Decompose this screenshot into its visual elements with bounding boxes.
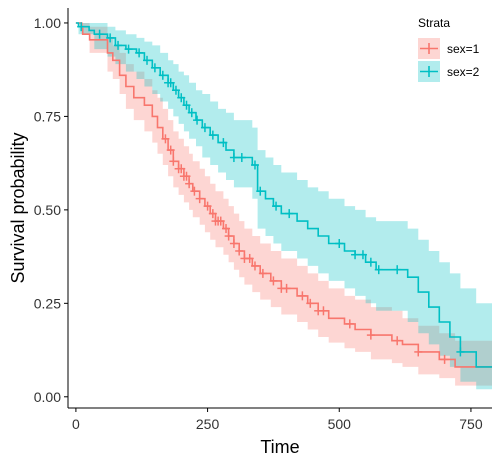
x-tick-label: 0 <box>72 416 80 432</box>
censor-mark-sex-2 <box>114 40 123 50</box>
censor-mark-sex-2 <box>366 257 375 267</box>
censor-mark-sex-2 <box>237 153 246 163</box>
legend-label-sex-1: sex=1 <box>447 42 480 56</box>
censor-mark-sex-1 <box>258 268 267 278</box>
censor-mark-sex-2 <box>219 138 228 148</box>
legend: Strata sex=1 sex=2 <box>418 16 480 82</box>
y-tick-label: 0.50 <box>34 202 61 218</box>
censor-mark-sex-1 <box>245 253 254 263</box>
censor-mark-sex-1 <box>224 231 233 241</box>
censor-mark-sex-2 <box>182 100 191 110</box>
censor-mark-sex-2 <box>187 108 196 118</box>
censor-mark-sex-1 <box>345 319 354 329</box>
censor-mark-sex-1 <box>306 298 315 308</box>
censor-mark-sex-2 <box>335 239 344 249</box>
censor-mark-sex-1 <box>319 306 328 316</box>
censor-mark-sex-2 <box>250 160 259 170</box>
censor-mark-sex-2 <box>193 115 202 125</box>
censor-mark-sex-1 <box>250 261 259 271</box>
censor-mark-sex-1 <box>166 145 175 155</box>
censor-mark-sex-2 <box>124 44 133 54</box>
censor-mark-sex-1 <box>235 246 244 256</box>
censor-mark-sex-2 <box>166 78 175 88</box>
x-ticks: 0 250 500 750 <box>72 408 483 432</box>
censor-mark-sex-1 <box>229 239 238 249</box>
censor-mark-sex-1 <box>440 354 449 364</box>
censor-mark-sex-2 <box>135 48 144 58</box>
censor-mark-sex-1 <box>282 283 291 293</box>
ribbon-sex-2 <box>75 23 493 390</box>
censor-mark-sex-1 <box>393 336 402 346</box>
censor-mark-sex-1 <box>208 209 217 219</box>
x-tick-label: 750 <box>459 416 483 432</box>
censor-mark-sex-2 <box>358 250 367 260</box>
censor-mark-sex-1 <box>203 201 212 211</box>
y-ticks: 0.00 0.25 0.50 0.75 1.00 <box>34 15 68 405</box>
censor-mark-sex-1 <box>414 347 423 357</box>
ribbon-sex-1 <box>75 23 493 386</box>
censor-mark-sex-2 <box>285 209 294 219</box>
censor-mark-sex-1 <box>298 291 307 301</box>
censor-mark-sex-1 <box>190 186 199 196</box>
censor-mark-sex-1 <box>185 179 194 189</box>
censor-mark-sex-2 <box>456 347 465 357</box>
axes <box>67 8 492 409</box>
censor-mark-sex-2 <box>95 29 104 39</box>
censor-mark-sex-1 <box>161 134 170 144</box>
censor-mark-sex-1 <box>182 171 191 181</box>
censor-mark-sex-1 <box>366 330 375 340</box>
censor-mark-sex-2 <box>177 93 186 103</box>
censor-mark-sex-2 <box>374 265 383 275</box>
y-tick-label: 0.25 <box>34 295 61 311</box>
censor-mark-sex-2 <box>256 186 265 196</box>
x-tick-label: 250 <box>196 416 220 432</box>
x-tick-label: 500 <box>328 416 352 432</box>
censor-mark-sex-1 <box>269 276 278 286</box>
censor-marks <box>77 22 465 364</box>
censor-mark-sex-2 <box>158 70 167 80</box>
censor-mark-sex-2 <box>272 201 281 211</box>
y-tick-label: 0.00 <box>34 389 61 405</box>
censor-mark-sex-1 <box>177 164 186 174</box>
censor-mark-sex-1 <box>169 156 178 166</box>
y-axis-title: Survival probability <box>8 132 28 283</box>
legend-item-sex-2: sex=2 <box>418 61 480 82</box>
censor-mark-sex-2 <box>171 85 180 95</box>
censor-mark-sex-1 <box>195 194 204 204</box>
censor-mark-sex-2 <box>150 63 159 73</box>
x-axis-title: Time <box>260 437 299 457</box>
legend-label-sex-2: sex=2 <box>447 65 480 79</box>
censor-mark-sex-2 <box>208 130 217 140</box>
censor-mark-sex-2 <box>106 33 115 43</box>
censor-mark-sex-2 <box>143 55 152 65</box>
censor-mark-sex-2 <box>351 250 360 260</box>
censor-mark-sex-1 <box>222 224 231 234</box>
censor-mark-sex-2 <box>77 22 86 32</box>
y-tick-label: 0.75 <box>34 108 61 124</box>
censor-mark-sex-2 <box>229 153 238 163</box>
censor-mark-sex-1 <box>216 216 225 226</box>
legend-title: Strata <box>418 16 450 30</box>
censor-mark-sex-2 <box>393 265 402 275</box>
confidence-ribbons <box>75 23 493 390</box>
legend-item-sex-1: sex=1 <box>418 38 480 59</box>
censor-mark-sex-2 <box>200 123 209 133</box>
y-tick-label: 1.00 <box>34 15 61 31</box>
